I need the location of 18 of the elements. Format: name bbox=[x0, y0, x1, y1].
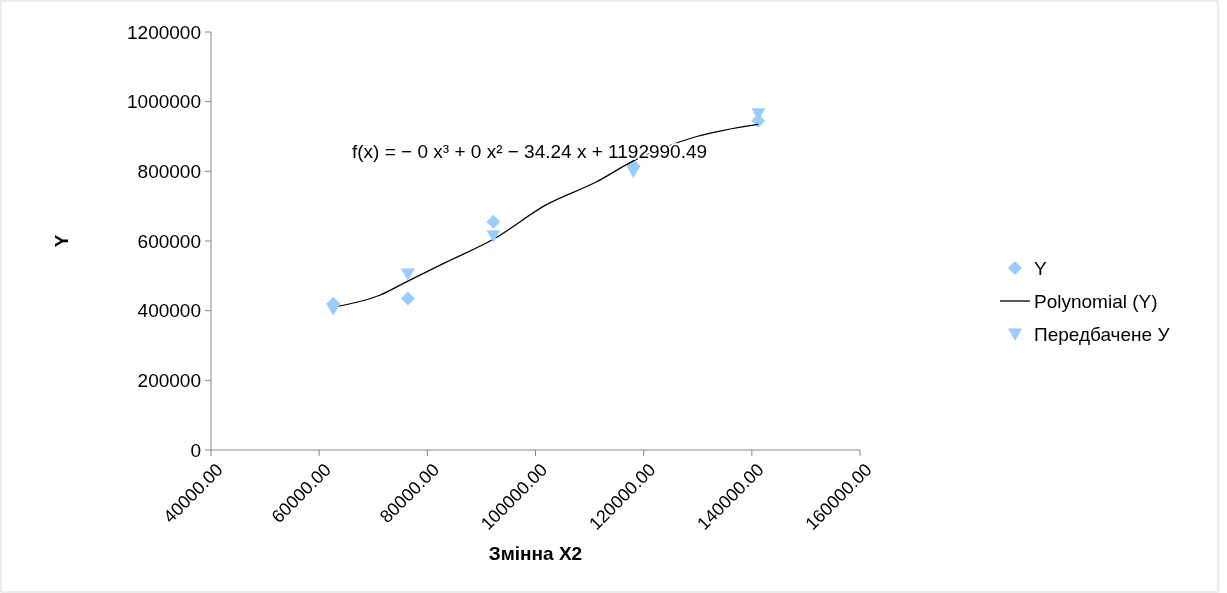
y-tick-label: 1000000 bbox=[127, 91, 201, 113]
point bbox=[486, 230, 501, 243]
x-axis-title: Змінна X2 bbox=[488, 543, 583, 564]
point bbox=[626, 165, 641, 179]
y-tick-label: 800000 bbox=[137, 160, 201, 182]
legend-label: Polynomial (Y) bbox=[1034, 290, 1158, 312]
y-tick-label: 0 bbox=[190, 439, 201, 461]
y-tick-label: 1200000 bbox=[127, 21, 201, 43]
point bbox=[486, 214, 501, 229]
legend-label: Передбачене У bbox=[1034, 323, 1171, 345]
y-tick-label: 200000 bbox=[137, 369, 201, 391]
legend-label: Y bbox=[1034, 257, 1047, 279]
point bbox=[326, 303, 341, 316]
y-tick-label: 600000 bbox=[137, 230, 201, 252]
point bbox=[400, 268, 415, 282]
y-axis-title: Y bbox=[51, 234, 72, 248]
y-tick-label: 400000 bbox=[137, 300, 201, 322]
point bbox=[400, 291, 415, 306]
